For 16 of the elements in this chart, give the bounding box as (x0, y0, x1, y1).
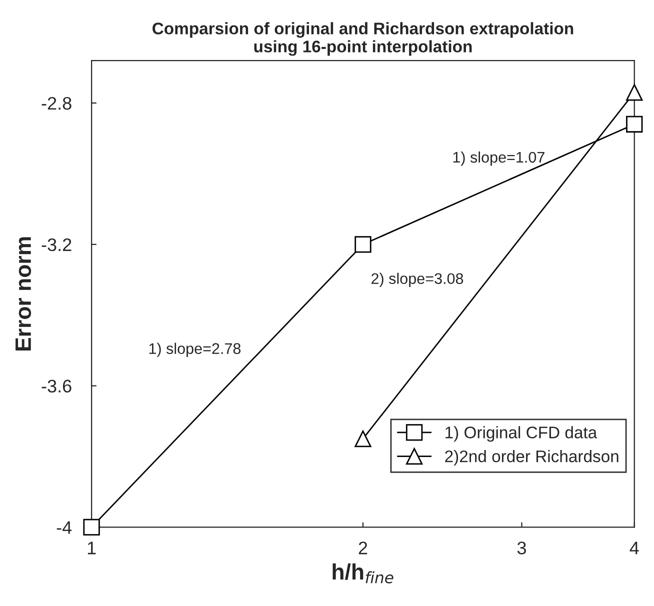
x-tick-label: 1 (88, 542, 96, 554)
legend-label: 2)2nd order Richardson (445, 450, 618, 466)
x-tick-label: 2 (358, 542, 368, 554)
annotation: 1) slope=1.07 (453, 151, 544, 166)
legend-label: 1) Original CFD data (446, 426, 598, 442)
y-tick-label: -4 (56, 521, 72, 534)
annotation: 1) slope=2.78 (149, 342, 241, 358)
x-tick-label: 4 (630, 542, 639, 554)
y-tick-label: -3.2 (42, 238, 72, 252)
annotation: 2) slope=3.08 (372, 272, 464, 288)
y-tick-label: -3.6 (42, 380, 72, 393)
y-axis-title: Error norm (16, 237, 32, 350)
x-tick-label: 3 (517, 542, 526, 554)
y-tick-label: -2.8 (42, 96, 72, 110)
chart-title: Comparsion of original and Richardson extrapolation using 16-point interpolation (152, 22, 574, 56)
x-axis-title: h/h$_{fine}$ (332, 563, 394, 584)
